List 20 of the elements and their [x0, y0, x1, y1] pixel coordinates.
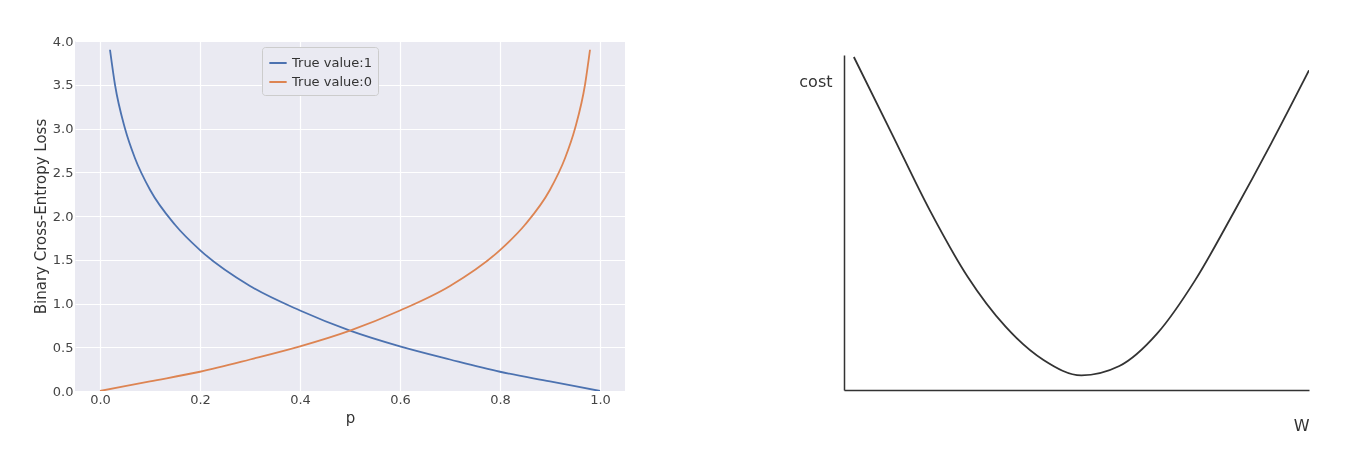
x-tick-label: 0.8 [490, 391, 511, 407]
y-tick-label: 1.5 [52, 252, 74, 268]
y-tick-label: 2.5 [52, 164, 74, 180]
y-axis-title: cost [799, 71, 833, 91]
y-tick-label: 1.0 [52, 296, 74, 311]
x-tick-label: 0.0 [90, 391, 111, 407]
x-tick-label: 0.2 [190, 391, 211, 407]
x-axis-title: p [345, 408, 356, 427]
y-tick-label: 4.0 [52, 33, 74, 49]
x-tick-label: 1.0 [590, 391, 611, 407]
y-tick-label: 2.0 [52, 208, 74, 224]
y-tick-label: 0.5 [52, 339, 74, 355]
y-axis-title: Binary Cross-Entropy Loss [31, 118, 50, 315]
x-tick-label: 0.4 [290, 391, 311, 407]
y-tick-label: 3.5 [52, 77, 74, 93]
x-tick-label: 0.6 [390, 391, 411, 407]
x-axis-title: W [1293, 415, 1310, 435]
y-tick-label: 3.0 [52, 121, 74, 136]
legend-label: True value:0 [291, 74, 372, 89]
legend-label: True value:1 [291, 55, 372, 70]
